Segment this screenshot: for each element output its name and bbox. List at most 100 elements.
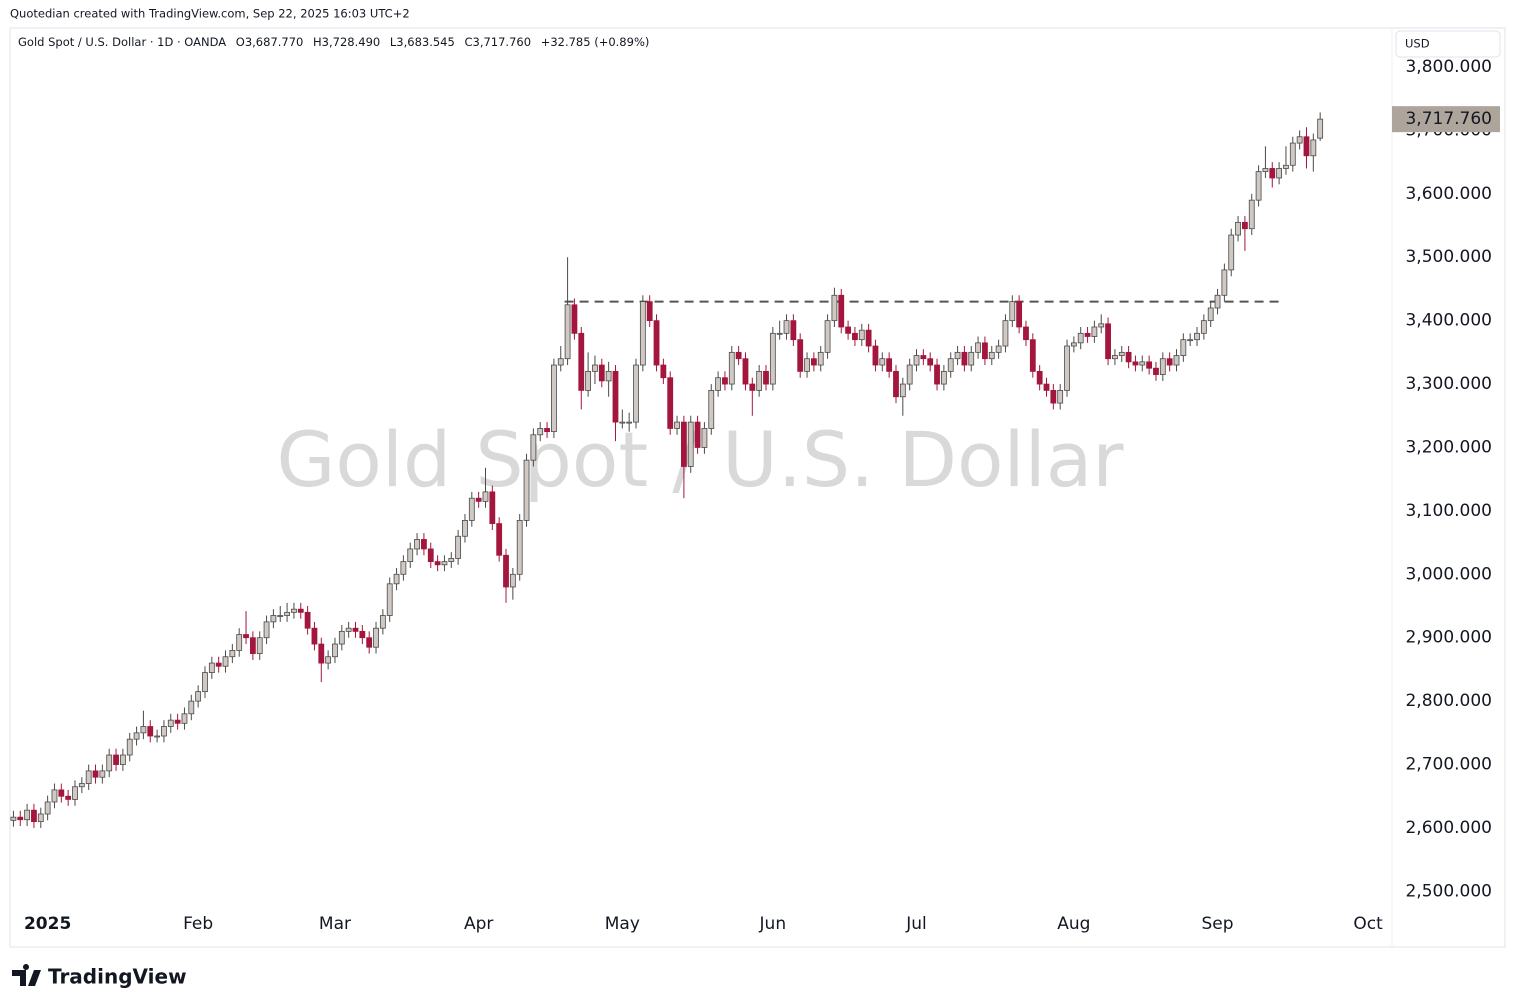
candle-body xyxy=(1194,332,1200,341)
candle-body xyxy=(229,649,236,658)
candle-body xyxy=(1262,168,1269,173)
chart-frame xyxy=(9,27,1506,948)
candle-body xyxy=(147,726,154,737)
candle-body xyxy=(838,294,845,328)
ohlc-change: +32.785 (+0.89%) xyxy=(541,35,650,49)
candle-body xyxy=(893,370,899,398)
candle-body xyxy=(722,377,728,385)
x-tick-label: Mar xyxy=(319,914,351,934)
candle-body xyxy=(557,358,564,366)
candle-body xyxy=(530,434,537,461)
candle-body xyxy=(400,561,407,575)
candle-body xyxy=(352,627,359,632)
candle-body xyxy=(612,370,619,423)
candle-body xyxy=(1132,361,1139,366)
candle-body xyxy=(886,358,893,372)
candle-body xyxy=(988,351,995,360)
candle-body xyxy=(961,351,968,366)
candle-body xyxy=(379,615,386,629)
candle-body xyxy=(393,573,400,585)
candle-body xyxy=(1105,323,1111,360)
currency-button[interactable] xyxy=(1395,30,1501,58)
candle-body xyxy=(940,370,947,385)
candle-body xyxy=(503,554,509,588)
candle-body xyxy=(708,390,715,429)
candle-body xyxy=(1283,164,1289,169)
candle-body xyxy=(947,358,954,372)
candle-body xyxy=(58,789,65,797)
candle-body xyxy=(332,643,338,658)
candle-body xyxy=(345,627,352,632)
y-tick-label: 3,100.000 xyxy=(1405,501,1492,521)
candle-body xyxy=(585,370,592,391)
candle-body xyxy=(667,377,674,429)
candle-body xyxy=(263,621,270,639)
candle-body xyxy=(523,459,530,521)
candle-body xyxy=(763,370,769,385)
candle-body xyxy=(1187,339,1194,342)
candle-body xyxy=(1002,320,1009,347)
candle-body xyxy=(1296,136,1303,144)
logo-icon xyxy=(12,963,41,986)
candle-body xyxy=(1255,171,1262,201)
candle-body xyxy=(297,608,304,613)
candle-body xyxy=(1200,320,1207,334)
y-tick-label: 2,500.000 xyxy=(1405,881,1492,901)
x-tick-label: Jun xyxy=(759,914,787,934)
ohlc-open: O3,687.770 xyxy=(236,35,304,49)
candle-body xyxy=(441,561,448,566)
candle-body xyxy=(1173,355,1180,366)
candle-body xyxy=(728,351,735,385)
candle-body xyxy=(113,754,119,765)
candle-body xyxy=(17,816,24,821)
candle-body xyxy=(1221,269,1228,296)
x-tick-label: Aug xyxy=(1057,914,1090,934)
candle-body xyxy=(804,358,810,372)
candle-body xyxy=(756,370,763,391)
candle-body xyxy=(674,421,680,429)
candle-body xyxy=(31,809,37,823)
candle-body xyxy=(373,627,379,648)
candle-body xyxy=(208,662,215,673)
candle-body xyxy=(783,320,790,334)
candle-body xyxy=(592,364,598,372)
candle-body xyxy=(72,786,78,800)
candle-body xyxy=(626,421,633,424)
x-tick-label: Jul xyxy=(905,914,927,934)
logo: TradingView xyxy=(12,963,187,989)
candle-body xyxy=(256,637,263,654)
candle-body xyxy=(366,637,373,648)
candle-body xyxy=(571,304,578,334)
candle-body xyxy=(742,358,749,385)
candle-body xyxy=(954,351,961,360)
candle-body xyxy=(633,364,639,423)
candle-body xyxy=(92,770,99,778)
y-tick-label: 3,200.000 xyxy=(1405,437,1492,457)
candle-body xyxy=(1180,339,1187,356)
candle-body xyxy=(468,497,475,521)
candle-body xyxy=(934,364,940,385)
candle-body xyxy=(202,672,208,693)
candle-body xyxy=(1125,351,1132,363)
candle-body xyxy=(1276,168,1283,179)
y-tick-label: 2,700.000 xyxy=(1405,755,1492,775)
y-tick-label: 3,800.000 xyxy=(1405,57,1492,77)
candle-body xyxy=(434,561,441,566)
y-tick-label: 3,600.000 xyxy=(1405,184,1492,204)
currency[interactable]: USD xyxy=(1405,37,1430,51)
candle-body xyxy=(694,421,701,448)
candle-body xyxy=(386,583,393,616)
candle-body xyxy=(243,634,249,639)
candle-body xyxy=(516,520,523,575)
candle-body xyxy=(920,355,927,360)
candle-body xyxy=(215,662,222,667)
candle-body xyxy=(119,754,126,765)
candle-body xyxy=(660,364,667,379)
y-tick-label: 2,800.000 xyxy=(1405,691,1492,711)
candle-body xyxy=(639,301,646,366)
candle-body xyxy=(1310,139,1317,157)
candle-body xyxy=(188,700,195,715)
y-tick-label: 3,500.000 xyxy=(1405,247,1492,267)
y-tick-label: 2,900.000 xyxy=(1405,628,1492,648)
